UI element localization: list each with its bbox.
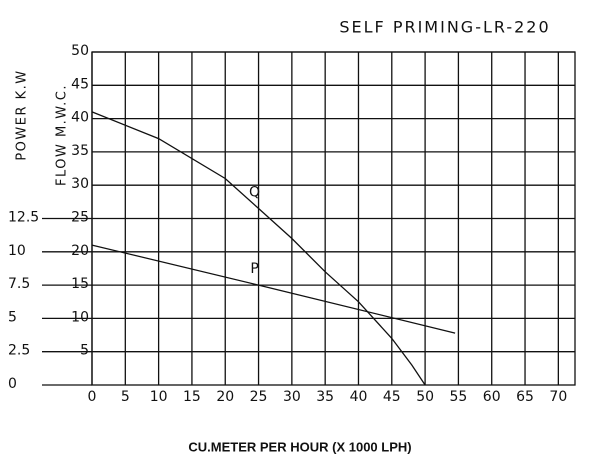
y2-tick-label: 12.5 bbox=[8, 210, 39, 226]
x-tick-label: 20 bbox=[216, 389, 234, 405]
x-tick-label: 60 bbox=[483, 389, 501, 405]
x-tick-label: 65 bbox=[516, 389, 534, 405]
x-tick-label: 50 bbox=[416, 389, 434, 405]
y-axis-label: FLOW M.W.C. bbox=[55, 84, 70, 186]
y2-tick-label: 0 bbox=[8, 376, 17, 392]
y2-tick-label: 2.5 bbox=[8, 343, 30, 359]
x-tick-label: 55 bbox=[449, 389, 467, 405]
y-tick-label: 20 bbox=[71, 243, 89, 259]
y2-tick-label: 5 bbox=[8, 309, 17, 325]
x-axis-label: CU.METER PER HOUR (X 1000 LPH) bbox=[188, 439, 411, 454]
y-tick-label: 25 bbox=[71, 210, 89, 226]
x-tick-label: 10 bbox=[150, 389, 168, 405]
curve bbox=[91, 244, 456, 334]
y-tick-label: 30 bbox=[71, 176, 89, 192]
x-tick-label: 70 bbox=[549, 389, 567, 405]
x-tick-label: 25 bbox=[250, 389, 268, 405]
y-tick-label: 35 bbox=[71, 143, 89, 159]
y-tick-label: 10 bbox=[71, 309, 89, 325]
x-tick-label: 45 bbox=[383, 389, 401, 405]
y2-tick-label: 10 bbox=[8, 243, 26, 259]
x-tick-label: 5 bbox=[121, 389, 130, 405]
y-tick-label: 15 bbox=[71, 276, 89, 292]
y-tick-label: 5 bbox=[80, 343, 89, 359]
y-tick-label: 45 bbox=[71, 76, 89, 92]
series-label: P bbox=[250, 261, 258, 277]
curve bbox=[91, 111, 426, 386]
series-label: Q bbox=[249, 185, 260, 201]
y-tick-label: 40 bbox=[71, 110, 89, 126]
x-tick-label: 35 bbox=[316, 389, 334, 405]
y2-axis-label: POWER K.W bbox=[15, 69, 30, 160]
y2-tick-label: 7.5 bbox=[8, 276, 30, 292]
y-tick-label: 50 bbox=[71, 43, 89, 59]
x-tick-label: 0 bbox=[88, 389, 97, 405]
x-tick-label: 40 bbox=[350, 389, 368, 405]
chart-title: SELF PRIMING-LR-220 bbox=[339, 18, 550, 37]
x-tick-label: 15 bbox=[183, 389, 201, 405]
x-tick-label: 30 bbox=[283, 389, 301, 405]
